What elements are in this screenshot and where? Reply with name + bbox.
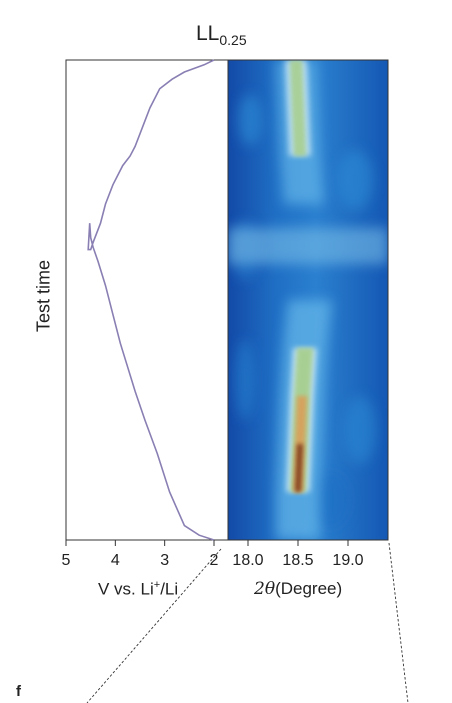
voltage-x-axis: 5 4 3 2 [62,540,219,569]
y-axis-label: Test time [33,259,54,333]
two-theta-tick-label: 18.0 [232,552,263,569]
voltage-plot-frame [65,59,229,541]
two-theta-x-axis: 18.0 18.5 19.0 [232,540,364,569]
voltage-tick-label: 4 [111,552,120,569]
ridge-core-lower [295,444,303,492]
ridge-green-upper [290,60,306,156]
zoom-line-left [86,548,222,703]
voltage-tick-label: 3 [160,552,169,569]
voltage-tick-label: 2 [210,552,219,569]
chart-title: LL0.25 [196,22,247,49]
zoom-line-right [388,542,409,703]
panel-letter: f [16,683,21,700]
voltage-axis-label: V vs. Li+/Li [98,579,179,599]
two-theta-axis-label: 2θ(Degree) [254,579,343,599]
two-theta-tick-label: 19.0 [332,552,363,569]
xrd-heatmap [228,60,388,540]
two-theta-tick-label: 18.5 [282,552,313,569]
voltage-tick-label: 5 [62,552,71,569]
voltage-curve [87,59,215,541]
heatmap-frame [227,59,389,541]
